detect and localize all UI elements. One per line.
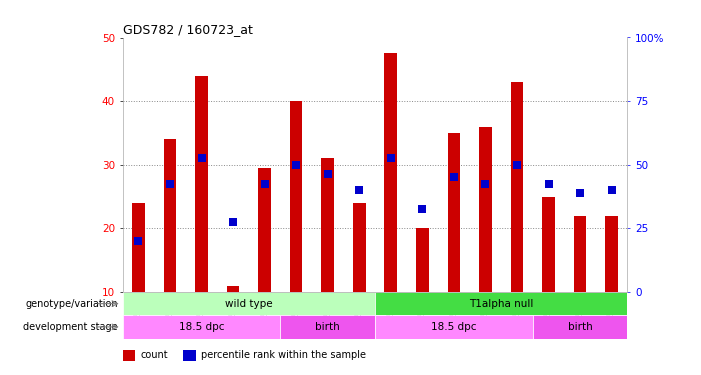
Text: birth: birth: [315, 322, 340, 332]
Text: T1alpha null: T1alpha null: [469, 298, 533, 309]
Text: genotype/variation: genotype/variation: [25, 298, 118, 309]
Point: [575, 190, 586, 196]
Bar: [416, 228, 429, 292]
Bar: [384, 53, 397, 292]
Bar: [132, 203, 144, 292]
Text: 18.5 dpc: 18.5 dpc: [179, 322, 224, 332]
Point: [164, 181, 175, 187]
Bar: [479, 127, 492, 292]
Point: [227, 219, 238, 225]
Point: [353, 187, 365, 193]
Text: count: count: [140, 350, 168, 360]
Bar: [195, 76, 207, 292]
Text: development stage: development stage: [23, 322, 118, 332]
Bar: [183, 350, 196, 361]
Bar: [543, 196, 555, 292]
Bar: [606, 216, 618, 292]
Bar: [258, 168, 271, 292]
Text: percentile rank within the sample: percentile rank within the sample: [201, 350, 366, 360]
Bar: [163, 139, 176, 292]
Bar: [123, 315, 280, 339]
Bar: [375, 315, 533, 339]
Point: [291, 162, 302, 168]
Text: birth: birth: [568, 322, 592, 332]
Point: [322, 171, 334, 177]
Bar: [573, 216, 586, 292]
Point: [449, 174, 460, 180]
Bar: [353, 203, 366, 292]
Bar: [280, 315, 375, 339]
Point: [543, 181, 554, 187]
Text: 18.5 dpc: 18.5 dpc: [431, 322, 477, 332]
Point: [511, 162, 522, 168]
Bar: [321, 158, 334, 292]
Bar: [290, 101, 303, 292]
Bar: [448, 133, 460, 292]
Bar: [123, 292, 375, 315]
Bar: [227, 286, 239, 292]
Bar: [375, 292, 627, 315]
Point: [479, 181, 491, 187]
Bar: [533, 315, 627, 339]
Text: GDS782 / 160723_at: GDS782 / 160723_at: [123, 23, 252, 36]
Point: [416, 206, 428, 212]
Bar: [123, 350, 135, 361]
Text: wild type: wild type: [225, 298, 273, 309]
Point: [196, 155, 207, 161]
Bar: [510, 82, 523, 292]
Point: [386, 155, 397, 161]
Point: [606, 187, 617, 193]
Point: [259, 181, 271, 187]
Point: [132, 238, 144, 244]
